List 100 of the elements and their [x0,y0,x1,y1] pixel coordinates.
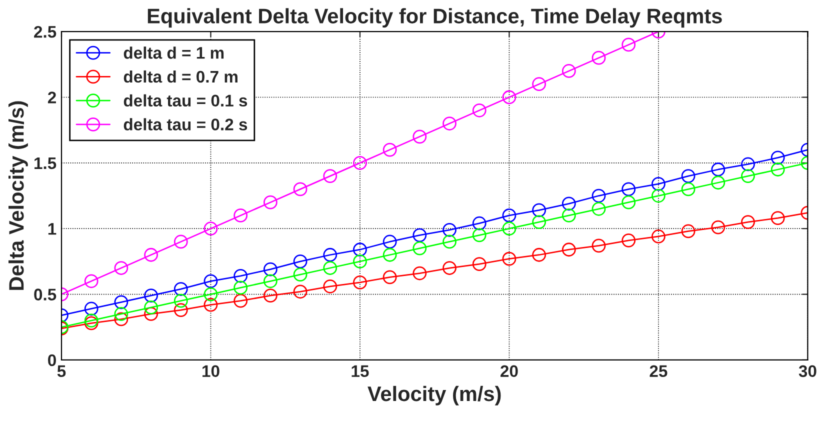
point [144,248,158,262]
point [532,248,546,262]
point [472,216,486,230]
point [770,162,785,176]
point [84,274,98,288]
point [263,262,278,276]
point [204,222,218,236]
point [204,274,218,288]
point [323,279,338,294]
point [442,234,456,249]
point [592,238,606,253]
point [174,282,188,296]
point [353,254,367,268]
point [323,169,338,184]
x-tick-label: 25 [650,365,668,378]
point [442,222,456,237]
point [562,242,576,257]
y-tick-label: 1 [48,223,56,235]
point [353,156,367,170]
point [741,215,755,229]
point [353,276,367,290]
legend-label: delta tau = 0.1 s [124,94,248,107]
point [442,116,456,130]
point [234,268,248,283]
point [442,261,456,275]
point [382,234,397,249]
x-tick-label: 15 [352,365,369,378]
point [472,257,486,272]
point [84,302,98,316]
point [532,215,546,229]
point [263,274,278,288]
x-tick-label: 20 [500,365,518,378]
point [382,270,397,284]
point [622,182,636,196]
point [234,294,248,308]
point [234,208,248,222]
point [84,316,98,330]
point [84,314,98,328]
point [412,228,427,242]
y-tick-label: 2 [48,92,56,104]
y-tick-label: 1.5 [34,158,56,170]
point [412,241,427,256]
point [502,252,516,266]
point [114,307,128,321]
point [323,248,338,262]
point [652,230,666,244]
point [472,103,486,118]
point [502,222,516,236]
point [204,298,218,312]
point [592,50,606,65]
point [741,157,755,172]
point [293,284,308,299]
point [532,203,546,218]
y-tick-label: 0 [48,354,56,366]
point [622,233,636,248]
point [174,294,188,308]
point [263,288,278,303]
point [472,228,486,242]
point [711,162,726,176]
point [293,268,308,282]
x-tick-label: 30 [798,365,816,378]
point [234,280,248,295]
point [622,38,636,52]
point [204,287,218,302]
point [741,169,755,184]
point [174,303,188,317]
point [353,242,367,257]
y-tick-label: 2.5 [34,26,56,38]
point [592,188,606,203]
point [652,188,666,203]
y-tick-label: 0.5 [34,288,56,300]
point [681,169,696,184]
legend-label: delta tau = 0.2 s [124,118,248,130]
point [532,77,546,92]
point [174,234,188,249]
point [144,300,158,314]
point [592,202,606,216]
x-tick-label: 5 [57,365,66,378]
point [562,64,576,78]
y-axis-title: Delta Velocity (m/s) [8,101,28,290]
point [622,195,636,210]
point [711,176,726,190]
x-tick-label: 10 [202,365,220,378]
point [502,208,516,222]
point [293,182,308,196]
point [711,220,726,234]
point [412,266,427,280]
point [323,261,338,275]
point [382,142,397,157]
point [114,295,128,310]
point [263,195,278,210]
point [502,90,516,104]
point [770,150,785,165]
point [293,254,308,268]
point [681,182,696,196]
point [144,288,158,303]
point [770,211,785,226]
point [652,177,666,191]
x-axis-title: Velocity (m/s) [368,386,501,406]
point [412,130,427,144]
